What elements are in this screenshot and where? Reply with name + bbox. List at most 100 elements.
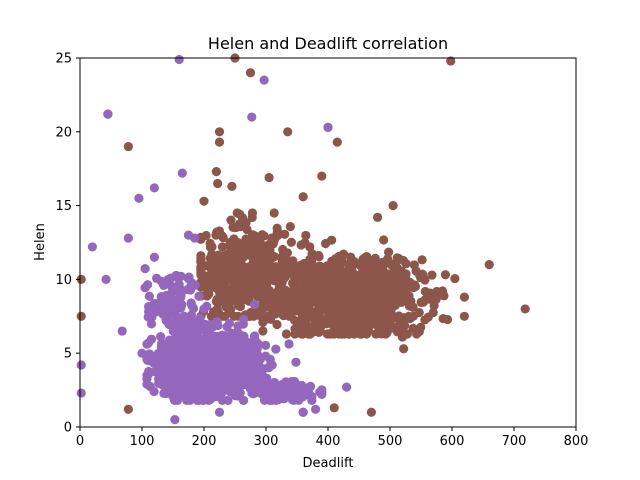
scatter-point: [231, 222, 241, 233]
scatter-point: [317, 389, 327, 399]
scatter-point: [399, 320, 410, 331]
scatter-point: [229, 250, 239, 260]
scatter-point: [355, 314, 365, 324]
scatter-point: [261, 351, 271, 361]
scatter-point: [316, 262, 326, 272]
scatter-point: [232, 279, 242, 289]
scatter-point: [347, 266, 357, 276]
scatter-point: [405, 313, 415, 324]
scatter-point: [264, 172, 274, 183]
scatter-point: [269, 251, 279, 262]
scatter-point: [166, 340, 176, 350]
scatter-point: [329, 403, 339, 413]
scatter-point: [157, 338, 167, 349]
scatter-point: [420, 295, 430, 305]
scatter-point: [236, 256, 246, 266]
scatter-point: [379, 235, 389, 245]
scatter-point: [103, 109, 113, 119]
scatter-point: [408, 323, 418, 333]
scatter-point: [259, 231, 269, 241]
scatter-point: [247, 282, 257, 292]
scatter-point: [459, 311, 469, 321]
scatter-point: [410, 280, 420, 290]
y-tick-label: 25: [55, 52, 72, 67]
scatter-point: [101, 274, 111, 284]
scatter-point: [209, 258, 220, 269]
scatter-point: [217, 231, 227, 241]
scatter-point: [117, 326, 127, 336]
scatter-point: [352, 292, 362, 302]
scatter-point: [213, 178, 223, 189]
scatter-point: [278, 270, 288, 280]
scatter-point: [332, 137, 342, 147]
scatter-point: [242, 224, 252, 235]
scatter-point: [189, 351, 199, 362]
scatter-point: [268, 294, 278, 304]
scatter-point: [206, 278, 216, 288]
scatter-point: [165, 297, 175, 307]
x-tick-label: 700: [502, 434, 527, 449]
scatter-point: [249, 299, 260, 310]
scatter-point: [245, 68, 256, 78]
scatter-point: [442, 314, 453, 325]
scatter-point: [157, 350, 167, 360]
scatter-point: [226, 374, 236, 384]
scatter-point: [221, 338, 231, 349]
scatter-point: [123, 404, 133, 414]
scatter-point: [327, 279, 337, 289]
scatter-point: [373, 212, 383, 223]
scatter-point: [381, 281, 391, 291]
scatter-point: [256, 241, 266, 251]
scatter-point: [143, 312, 153, 322]
x-tick-label: 0: [76, 434, 84, 449]
scatter-point: [158, 309, 168, 319]
scatter-point: [243, 364, 253, 374]
scatter-point: [229, 352, 239, 362]
x-axis-label: Deadlift: [303, 456, 354, 471]
scatter-point: [213, 369, 223, 379]
scatter-point: [170, 306, 180, 316]
scatter-point: [397, 332, 407, 342]
scatter-point: [187, 372, 197, 382]
scatter-point: [420, 275, 430, 285]
scatter-point: [378, 316, 388, 326]
scatter-point: [150, 307, 161, 317]
scatter-point: [159, 362, 170, 373]
scatter-point: [190, 233, 200, 243]
scatter-point: [292, 325, 303, 336]
scatter-point: [76, 388, 86, 398]
scatter-point: [140, 283, 150, 293]
scatter-point: [305, 254, 315, 264]
scatter-point: [284, 289, 294, 299]
scatter-point: [194, 291, 204, 301]
scatter-point: [258, 326, 268, 336]
x-tick-label: 600: [440, 434, 465, 449]
scatter-point: [199, 196, 209, 206]
scatter-point: [427, 270, 437, 280]
points-layer: [76, 53, 530, 425]
scatter-point: [239, 314, 249, 324]
scatter-point: [178, 365, 188, 376]
scatter-point: [173, 326, 183, 336]
scatter-point: [227, 181, 237, 192]
scatter-point: [372, 282, 382, 292]
scatter-point: [323, 263, 333, 273]
scatter-point: [459, 292, 469, 302]
scatter-point: [342, 382, 352, 392]
scatter-point: [390, 258, 401, 268]
y-tick-label: 20: [55, 125, 72, 140]
scatter-point: [326, 287, 336, 298]
scatter-point: [171, 270, 181, 281]
y-tick-label: 5: [64, 347, 72, 362]
scatter-point: [182, 335, 192, 346]
scatter-point: [439, 291, 449, 301]
scatter-point: [391, 280, 401, 290]
scatter-point: [211, 167, 221, 177]
scatter-point: [301, 230, 311, 241]
scatter-point: [242, 267, 253, 278]
x-tick-label: 300: [254, 434, 279, 449]
scatter-point: [446, 56, 456, 66]
scatter-point: [364, 319, 374, 329]
scatter-point: [284, 311, 294, 321]
scatter-point: [366, 407, 376, 417]
